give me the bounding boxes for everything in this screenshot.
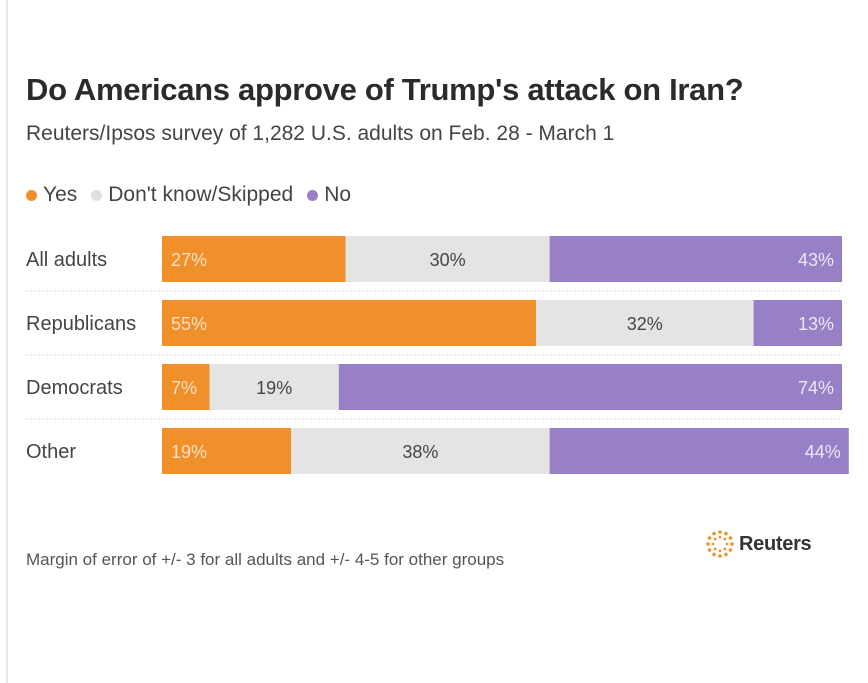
bar-yes-democrats [162,364,210,410]
reuters-brand: Reuters [705,526,812,562]
legend-dot-dont-know [91,189,103,201]
data-label-no-democrats: 74% [798,378,834,398]
legend-label-dont-know: Don't know/Skipped [108,183,294,206]
bar-no-republicans [753,300,842,346]
bar-yes-republicans [162,300,536,346]
data-label-yes-all-adults: 27% [171,250,207,270]
chart-title: Do Americans approve of Trump's attack o… [26,72,744,107]
row-label-republicans: Republicans [26,313,136,335]
data-label-dont-know-republicans: 32% [627,314,663,334]
legend-dot-no [307,189,319,201]
legend-item-dont-know: Don't know/Skipped [91,183,293,207]
data-label-no-other: 44% [805,442,841,462]
margin-of-error-note: Margin of error of +/- 3 for all adults … [26,550,505,569]
bar-dont-know-other [291,428,550,474]
legend-dot-yes [26,189,37,201]
legend-label-yes: Yes [43,183,78,206]
data-label-yes-democrats: 7% [171,378,197,398]
data-label-dont-know-other: 38% [402,442,438,462]
row-label-other: Other [26,441,76,463]
data-label-dont-know-democrats: 19% [256,378,292,398]
bar-no-all-adults [549,236,842,282]
data-label-no-all-adults: 43% [798,250,834,270]
bar-dont-know-all-adults [345,236,550,282]
row-label-democrats: Democrats [26,377,123,399]
stacked-bar-chart: All adults 27% 30% 43% Republicans 55% 32% 13% D… [26,236,849,474]
data-label-dont-know-all-adults: 30% [430,250,466,270]
brand-name: Reuters [739,532,812,555]
bar-no-other [549,428,849,474]
bar-yes-other [162,428,292,474]
data-label-yes-republicans: 55% [171,314,207,334]
reuters-logo-icon [706,530,734,558]
data-label-yes-other: 19% [171,442,207,462]
data-label-no-republicans: 13% [798,314,834,334]
legend: Yes Don't know/Skipped No [26,182,365,208]
bar-dont-know-republicans [536,300,754,346]
row-label-all-adults: All adults [26,249,107,271]
legend-label-no: No [324,183,352,206]
legend-item-no: No [307,183,351,207]
left-edge-rule [6,0,8,683]
bar-no-democrats [338,364,842,410]
legend-item-yes: Yes [26,183,77,207]
bar-yes-all-adults [162,236,346,282]
chart-subtitle: Reuters/Ipsos survey of 1,282 U.S. adult… [26,122,615,145]
bar-dont-know-democrats [209,364,339,410]
